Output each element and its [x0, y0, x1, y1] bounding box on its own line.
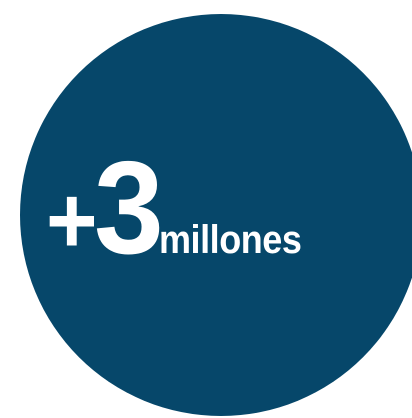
circle-badge — [20, 14, 412, 416]
stat-text: + 3 millones — [46, 142, 318, 274]
stat-unit: millones — [159, 218, 302, 262]
stat-number: 3 — [94, 134, 164, 281]
plus-sign: + — [46, 167, 98, 274]
